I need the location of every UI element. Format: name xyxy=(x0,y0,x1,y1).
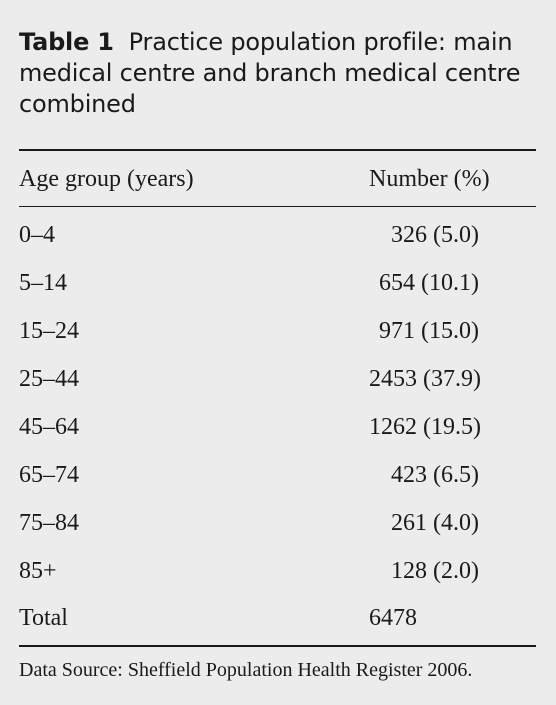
number-cell: 326 (5.0) xyxy=(369,221,479,249)
table-label: Table 1 xyxy=(19,28,114,56)
top-rule xyxy=(19,149,536,151)
number-cell: 423 (6.5) xyxy=(369,461,479,489)
age-cell: 0–4 xyxy=(19,221,55,249)
number-cell: 1262 (19.5) xyxy=(369,413,479,441)
number-cell: 2453 (37.9) xyxy=(369,365,479,393)
bottom-rule xyxy=(19,645,536,647)
number-cell: 128 (2.0) xyxy=(369,557,479,585)
age-cell: 25–44 xyxy=(19,365,79,393)
data-source-footnote: Data Source: Sheffield Population Health… xyxy=(19,658,472,682)
number-cell: 971 (15.0) xyxy=(369,317,479,345)
total-label: Total xyxy=(19,604,68,632)
total-number: 6478 xyxy=(369,604,479,632)
age-cell: 85+ xyxy=(19,557,57,585)
age-cell: 75–84 xyxy=(19,509,79,537)
age-cell: 5–14 xyxy=(19,269,67,297)
header-age-group: Age group (years) xyxy=(19,165,194,193)
header-rule xyxy=(19,206,536,207)
header-number: Number (%) xyxy=(369,165,490,193)
table-caption: Table 1 Practice population profile: mai… xyxy=(19,27,539,120)
number-cell: 261 (4.0) xyxy=(369,509,479,537)
number-cell: 654 (10.1) xyxy=(369,269,479,297)
age-cell: 45–64 xyxy=(19,413,79,441)
age-cell: 65–74 xyxy=(19,461,79,489)
age-cell: 15–24 xyxy=(19,317,79,345)
